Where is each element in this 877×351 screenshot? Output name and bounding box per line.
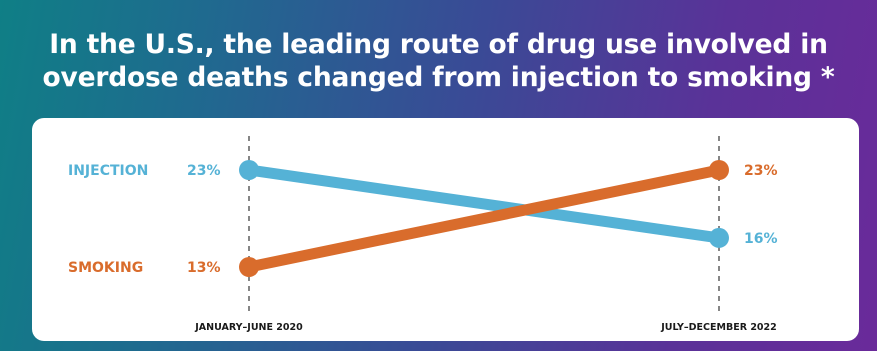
series-label-injection: INJECTION xyxy=(68,163,148,179)
series-label-smoking: SMOKING xyxy=(68,260,143,276)
slope-chart: JANUARY–JUNE 2020 JULY–DECEMBER 2022 INJEC… xyxy=(68,136,778,333)
data-point-injection xyxy=(239,160,259,180)
series-line-smoking xyxy=(243,164,725,273)
data-label-injection-start: 23% xyxy=(187,163,221,179)
chart-title-line-2: overdose deaths changed from injection t… xyxy=(42,62,835,93)
series-line-injection xyxy=(243,164,725,244)
data-point-smoking xyxy=(709,160,729,180)
data-label-injection-end: 16% xyxy=(744,231,778,247)
x-tick-label: JULY–DECEMBER 2022 xyxy=(660,322,777,333)
chart-title: In the U.S., the leading route of drug u… xyxy=(0,28,877,94)
chart-card: JANUARY–JUNE 2020 JULY–DECEMBER 2022 INJEC… xyxy=(32,118,859,341)
data-label-smoking-end: 23% xyxy=(744,163,778,179)
chart-title-line-1: In the U.S., the leading route of drug u… xyxy=(49,29,828,60)
data-point-smoking xyxy=(239,257,259,277)
data-point-injection xyxy=(709,227,729,248)
x-tick-label: JANUARY–JUNE 2020 xyxy=(194,322,303,333)
data-label-smoking-start: 13% xyxy=(187,260,221,276)
